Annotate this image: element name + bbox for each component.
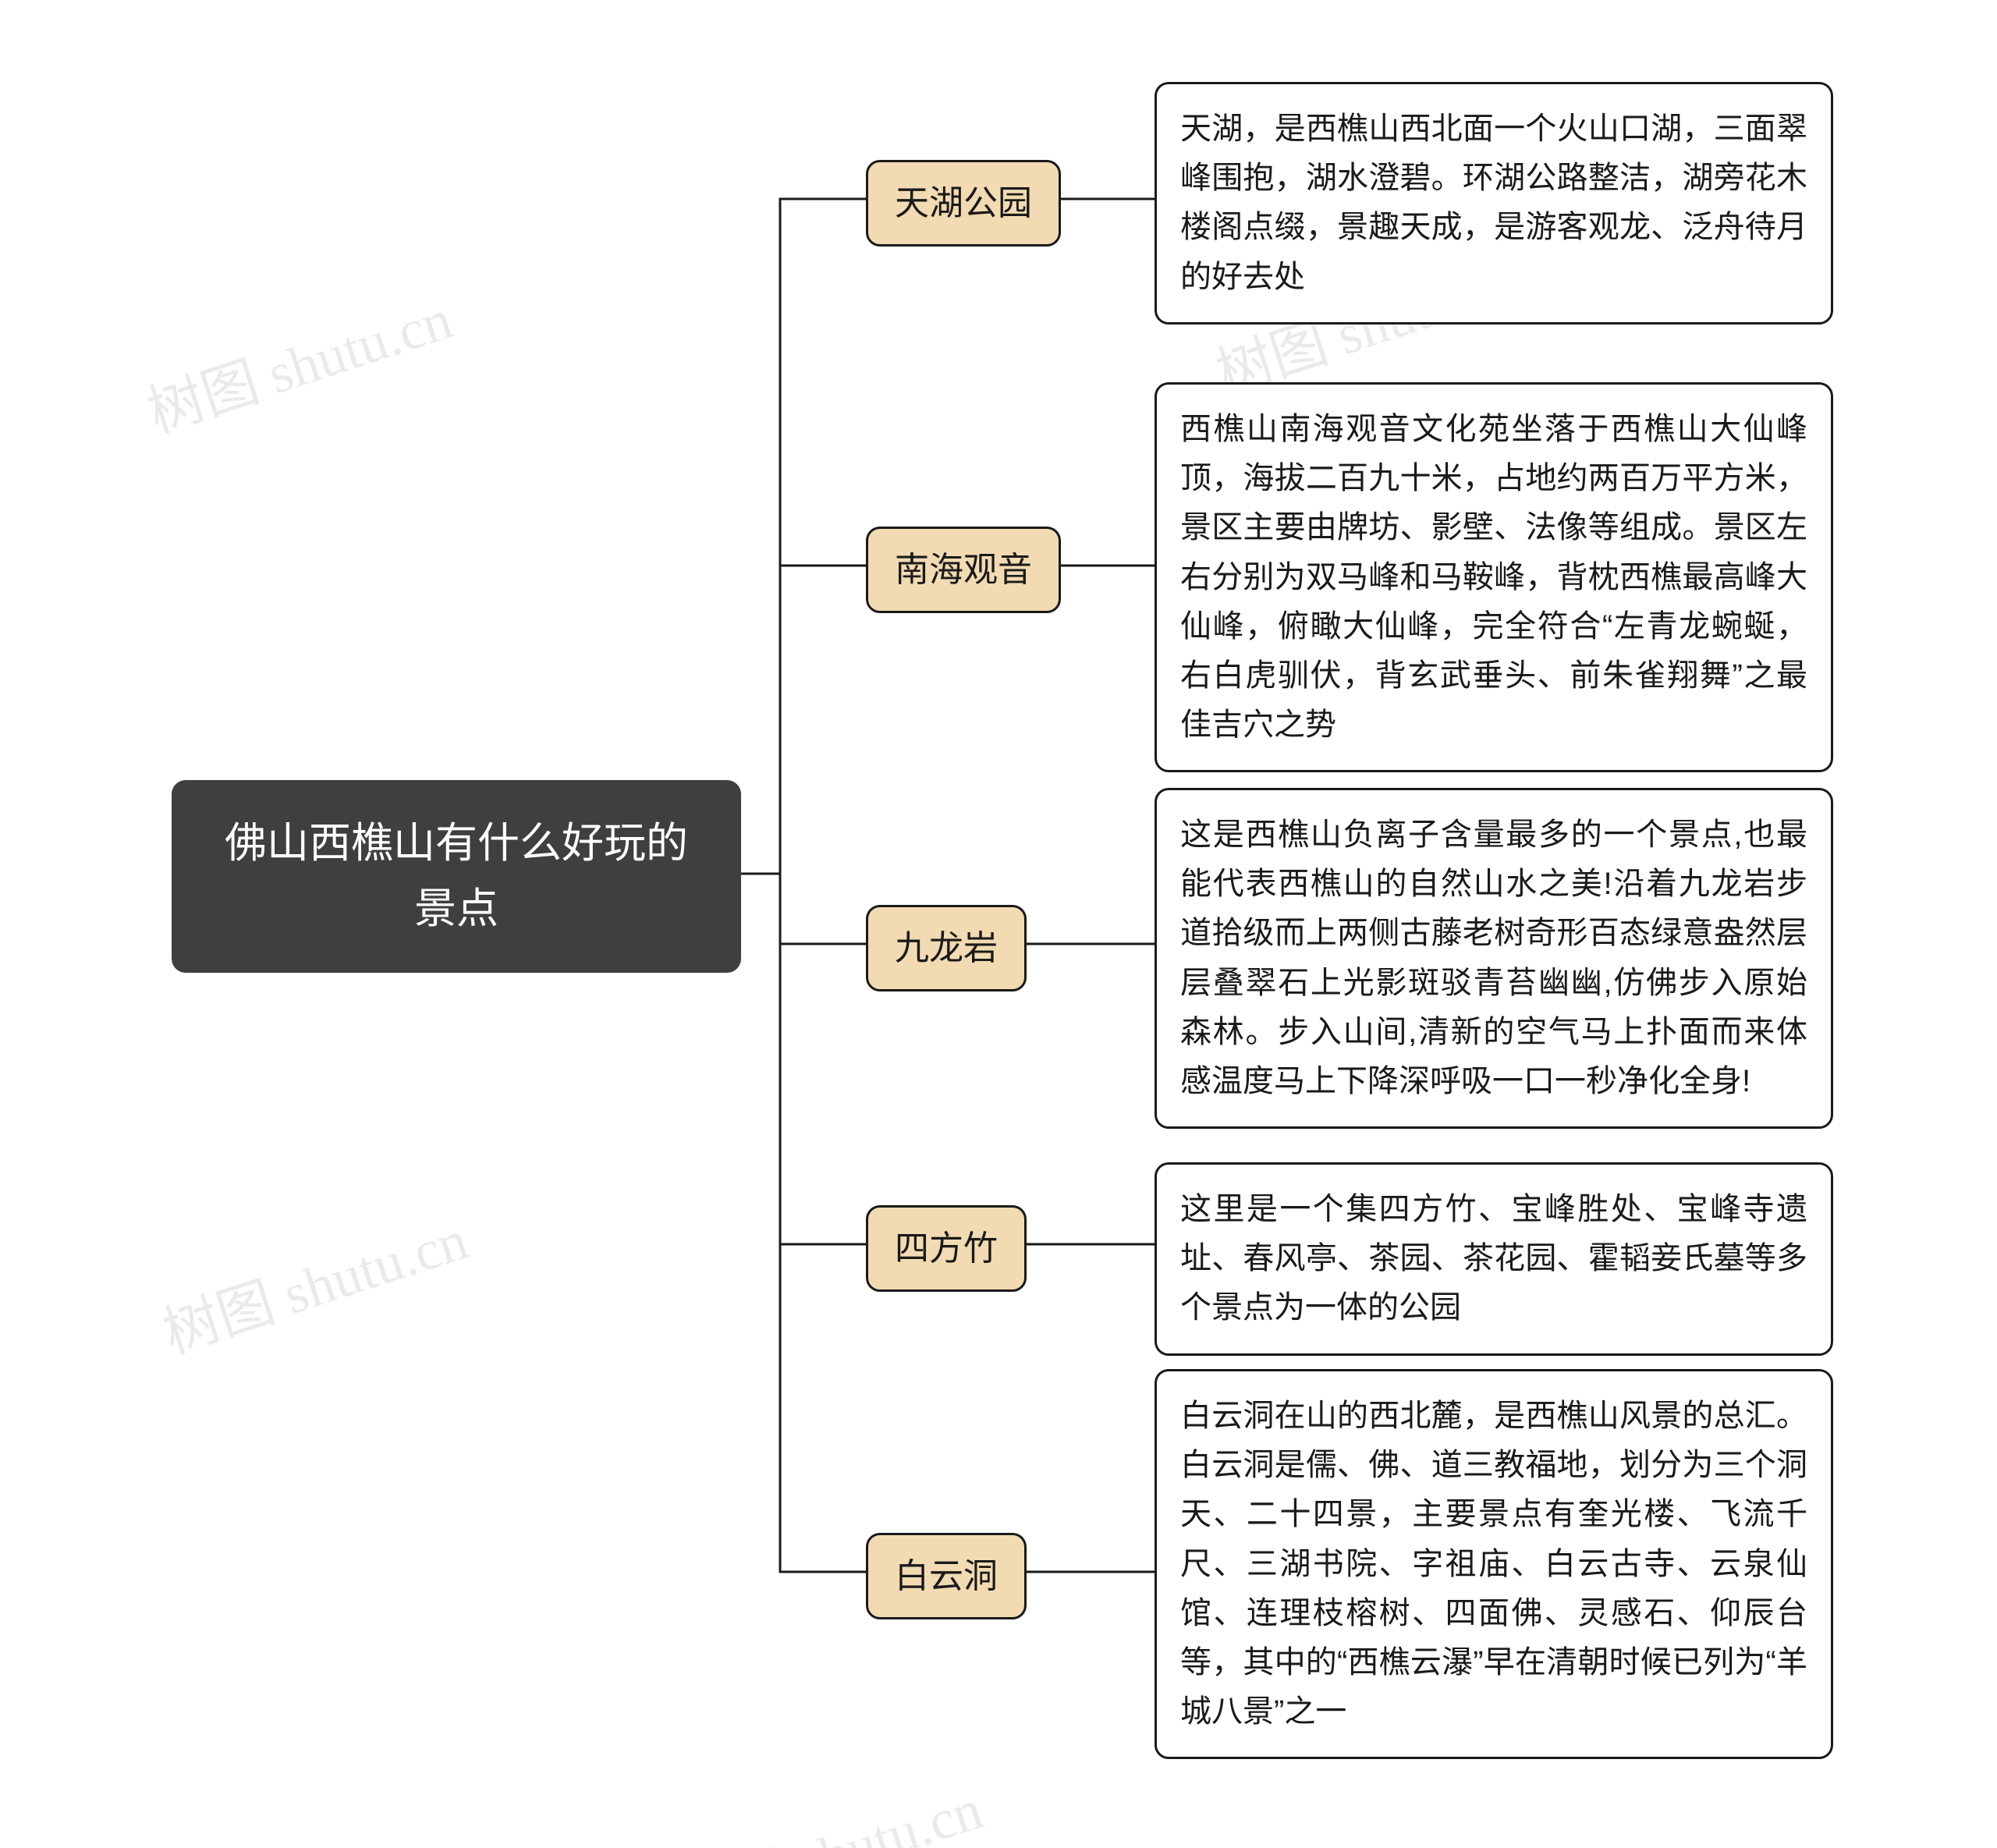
- leaf-node-text: 西樵山南海观音文化苑坐落于西樵山大仙峰顶，海拔二百九十米，占地约两百万平方米，景…: [1180, 412, 1807, 742]
- mid-node-jiulong: 九龙岩: [866, 905, 1027, 991]
- mid-node-tianhu: 天湖公园: [866, 160, 1061, 247]
- leaf-node-baiyundong: 白云洞在山的西北麓，是西樵山风景的总汇。白云洞是儒、佛、道三教福地，划分为三个洞…: [1155, 1369, 1833, 1759]
- leaf-node-text: 这是西樵山负离子含量最多的一个景点,也最能代表西樵山的自然山水之美!沿着九龙岩步…: [1180, 818, 1807, 1098]
- mid-node-label: 四方竹: [895, 1229, 998, 1268]
- leaf-node-text: 天湖，是西樵山西北面一个火山口湖，三面翠峰围抱，湖水澄碧。环湖公路整洁，湖旁花木…: [1180, 112, 1807, 294]
- watermark: 树图 shutu.cn: [151, 1194, 477, 1369]
- leaf-node-text: 白云洞在山的西北麓，是西樵山风景的总汇。白云洞是儒、佛、道三教福地，划分为三个洞…: [1180, 1399, 1807, 1729]
- mid-node-label: 白云洞: [895, 1557, 998, 1595]
- watermark: 树图 shutu.cn: [666, 1763, 991, 1848]
- leaf-node-tianhu: 天湖，是西樵山西北面一个火山口湖，三面翠峰围抱，湖水澄碧。环湖公路整洁，湖旁花木…: [1155, 82, 1833, 325]
- leaf-node-nanhai: 西樵山南海观音文化苑坐落于西樵山大仙峰顶，海拔二百九十米，占地约两百万平方米，景…: [1155, 382, 1833, 772]
- mid-node-sifangzhu: 四方竹: [866, 1205, 1027, 1292]
- leaf-node-text: 这里是一个集四方竹、宝峰胜处、宝峰寺遗址、春风亭、茶园、茶花园、霍韬妾氏墓等多个…: [1180, 1192, 1807, 1325]
- mid-node-baiyundong: 白云洞: [866, 1533, 1027, 1619]
- mid-node-label: 九龙岩: [895, 929, 998, 967]
- mid-node-label: 天湖公园: [895, 184, 1032, 222]
- mid-node-label: 南海观音: [895, 551, 1032, 589]
- root-node: 佛山西樵山有什么好玩的景点: [172, 780, 741, 973]
- watermark: 树图 shutu.cn: [136, 273, 461, 449]
- leaf-node-jiulong: 这是西樵山负离子含量最多的一个景点,也最能代表西樵山的自然山水之美!沿着九龙岩步…: [1155, 788, 1833, 1129]
- root-node-text: 佛山西樵山有什么好玩的景点: [225, 820, 688, 932]
- leaf-node-sifangzhu: 这里是一个集四方竹、宝峰胜处、宝峰寺遗址、春风亭、茶园、茶花园、霍韬妾氏墓等多个…: [1155, 1162, 1833, 1356]
- mid-node-nanhai: 南海观音: [866, 527, 1061, 613]
